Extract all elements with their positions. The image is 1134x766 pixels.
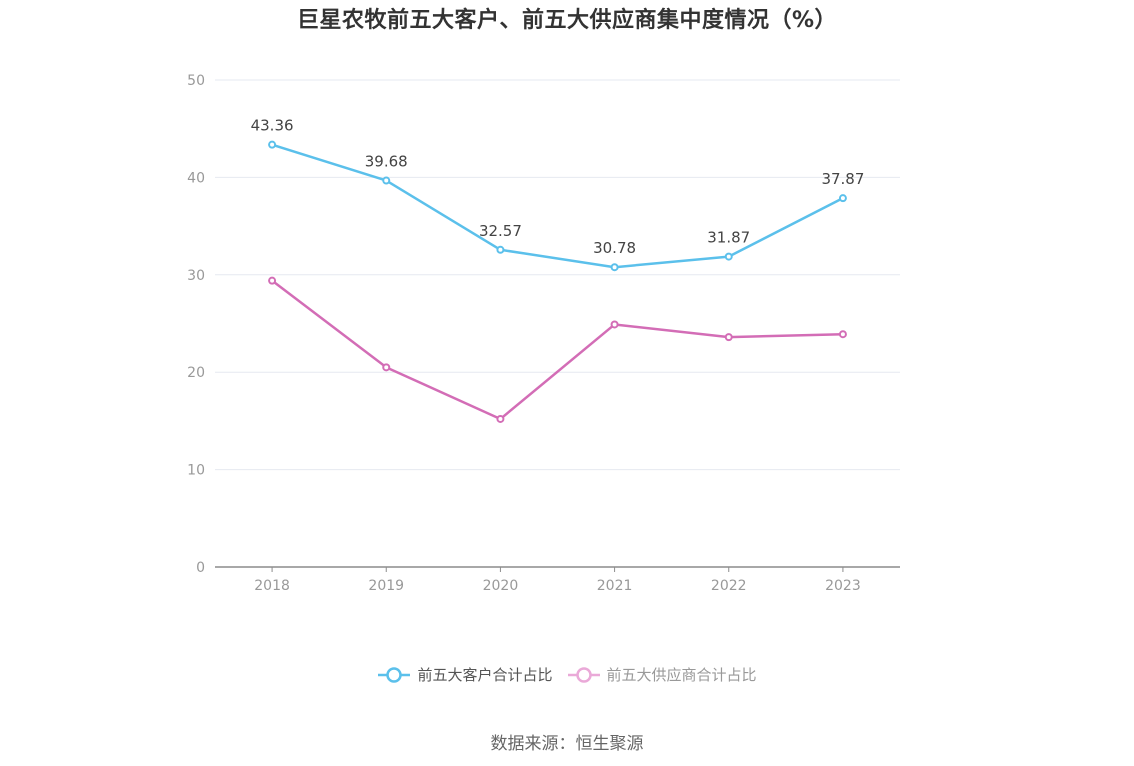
data-point[interactable] xyxy=(610,320,619,329)
legend-swatch xyxy=(378,666,411,683)
y-tick-label: 30 xyxy=(187,268,205,284)
legend-label: 前五大客户合计占比 xyxy=(417,666,553,684)
data-point[interactable] xyxy=(610,263,619,272)
data-label: 39.68 xyxy=(365,153,408,171)
data-label: 32.57 xyxy=(479,222,522,240)
x-tick-label: 2020 xyxy=(483,578,519,594)
series-line-0 xyxy=(271,143,844,269)
y-tick-label: 0 xyxy=(196,560,205,576)
legend-swatch xyxy=(567,666,600,683)
data-label: 31.87 xyxy=(707,229,750,247)
data-label: 37.87 xyxy=(821,170,864,188)
legend-item-0[interactable]: 前五大客户合计占比 xyxy=(377,664,553,685)
legend-label: 前五大供应商合计占比 xyxy=(606,666,757,684)
y-tick-label: 50 xyxy=(187,73,205,89)
data-point[interactable] xyxy=(496,245,505,254)
x-axis: 2018 2019 2020 2021 2022 2023 xyxy=(215,566,900,594)
legend-item-1[interactable]: 前五大供应商合计占比 xyxy=(567,664,757,685)
data-point[interactable] xyxy=(724,333,733,342)
data-label: 43.36 xyxy=(251,117,294,135)
x-tick-label: 2021 xyxy=(597,578,633,594)
y-tick-label: 40 xyxy=(187,170,205,186)
series-line-1 xyxy=(271,279,843,421)
x-tick-label: 2022 xyxy=(711,578,747,594)
data-point[interactable] xyxy=(268,140,277,149)
data-labels: 43.36 39.68 32.57 30.78 31.87 37.87 xyxy=(251,117,865,258)
legend: 前五大客户合计占比 前五大供应商合计占比 xyxy=(0,664,1134,685)
chart-title: 巨星农牧前五大客户、前五大供应商集中度情况（%） xyxy=(296,8,838,33)
y-tick-label: 20 xyxy=(187,365,205,381)
grid-lines xyxy=(215,79,900,471)
data-point[interactable] xyxy=(724,252,733,261)
data-point[interactable] xyxy=(382,176,391,185)
series-layer xyxy=(268,140,847,423)
data-point[interactable] xyxy=(838,194,847,203)
data-point[interactable] xyxy=(268,276,277,285)
data-point[interactable] xyxy=(382,363,391,372)
data-point[interactable] xyxy=(496,414,505,423)
y-axis-ticks: 0 10 20 30 40 50 xyxy=(187,73,205,576)
source-note: 数据来源：恒生聚源 xyxy=(490,734,644,754)
data-label: 30.78 xyxy=(593,239,636,257)
data-point[interactable] xyxy=(838,330,847,339)
x-tick-label: 2023 xyxy=(825,578,861,594)
y-tick-label: 10 xyxy=(187,463,205,479)
x-tick-label: 2018 xyxy=(254,578,290,594)
x-tick-label: 2019 xyxy=(368,578,404,594)
